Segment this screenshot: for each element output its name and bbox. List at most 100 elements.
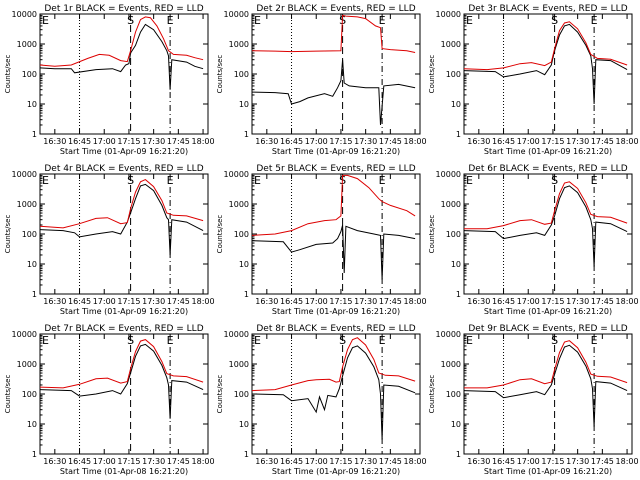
x-tick-label: 17:15	[541, 137, 564, 146]
x-tick-label: 18:00	[404, 137, 427, 146]
chart-title: Det 8r BLACK = Events, RED = LLD	[256, 324, 415, 334]
y-tick-label: 10000	[224, 10, 249, 19]
y-tick-label: 1	[32, 290, 37, 299]
y-axis-label: Counts/sec	[4, 375, 12, 414]
chart-title: Det 1r BLACK = Events, RED = LLD	[44, 4, 203, 14]
start-marker-label: E	[254, 334, 261, 347]
time-marker-label: S	[127, 334, 134, 347]
x-axis-label: Start Time (01-Apr-09 16:21:20)	[484, 147, 612, 156]
series-line-lld	[39, 339, 204, 389]
x-tick-label: 17:00	[517, 137, 540, 146]
x-tick-label: 18:00	[192, 137, 215, 146]
start-marker-label: E	[254, 14, 261, 27]
x-tick-label: 18:00	[616, 137, 639, 146]
y-tick-label: 10000	[224, 330, 249, 339]
series-line-events	[251, 59, 416, 126]
time-marker-label: S	[551, 334, 558, 347]
y-tick-label: 1	[32, 450, 37, 459]
y-tick-label: 10000	[224, 170, 249, 179]
y-tick-label: 1000	[229, 200, 249, 209]
start-marker-label: E	[254, 174, 261, 187]
y-tick-label: 10	[451, 260, 461, 269]
x-axis-label: Start Time (01-Apr-09 16:21:20)	[484, 467, 612, 476]
x-axis-label: Start Time (01-Apr-09 16:21:20)	[272, 467, 400, 476]
x-tick-label: 17:15	[329, 137, 352, 146]
time-marker-label: E	[591, 14, 598, 27]
x-tick-label: 18:00	[404, 297, 427, 306]
y-tick-label: 1	[456, 290, 461, 299]
series-line-lld	[39, 16, 204, 67]
chart-panel-3: Det 3r BLACK = Events, RED = LLD 1 10 100 10…	[428, 4, 639, 156]
y-tick-label: 10000	[436, 170, 461, 179]
series-line-lld	[39, 179, 204, 229]
y-tick-label: 10	[239, 100, 249, 109]
y-tick-label: 10	[239, 420, 249, 429]
chart-panel-6: Det 6r BLACK = Events, RED = LLD 1 10 100 10…	[428, 164, 639, 316]
series-line-events	[39, 343, 204, 419]
y-tick-label: 1000	[441, 360, 461, 369]
x-tick-label: 17:00	[305, 457, 328, 466]
x-tick-label: 17:15	[541, 297, 564, 306]
series-line-lld	[464, 340, 628, 389]
x-tick-label: 17:00	[93, 457, 116, 466]
y-tick-label: 1	[244, 130, 249, 139]
y-tick-label: 1	[244, 450, 249, 459]
x-tick-label: 16:30	[255, 137, 278, 146]
time-marker-label: E	[379, 174, 386, 187]
x-tick-label: 17:30	[142, 137, 165, 146]
x-axis-label: Start Time (01-Apr-09 16:21:20)	[484, 307, 612, 316]
x-tick-label: 17:45	[379, 297, 402, 306]
x-tick-label: 16:45	[492, 137, 515, 146]
plot-frame	[39, 173, 209, 295]
x-tick-label: 17:30	[354, 457, 377, 466]
chart-title: Det 2r BLACK = Events, RED = LLD	[256, 4, 415, 14]
series-line-events	[39, 183, 204, 256]
y-tick-label: 1	[456, 130, 461, 139]
y-axis-label: Counts/sec	[428, 215, 436, 254]
x-tick-label: 16:30	[467, 137, 490, 146]
x-tick-label: 16:45	[492, 457, 515, 466]
x-tick-label: 17:30	[354, 297, 377, 306]
x-tick-label: 17:30	[354, 137, 377, 146]
series-line-events	[463, 23, 628, 105]
x-tick-label: 16:30	[467, 297, 490, 306]
series-line-events	[463, 185, 628, 267]
series-line-lld	[251, 14, 416, 53]
series-line-lld	[251, 174, 416, 236]
series-line-lld	[251, 337, 416, 392]
x-tick-label: 18:00	[192, 457, 215, 466]
x-tick-label: 17:15	[541, 457, 564, 466]
y-tick-label: 10000	[436, 10, 461, 19]
time-marker-label: E	[167, 174, 174, 187]
y-tick-label: 100	[234, 70, 249, 79]
x-tick-label: 16:30	[255, 457, 278, 466]
chart-panel-1: Det 1r BLACK = Events, RED = LLD 1 10 100 10…	[4, 4, 215, 156]
y-tick-label: 1000	[17, 360, 37, 369]
chart-panel-7: Det 7r BLACK = Events, RED = LLD 1 10 100 10…	[4, 324, 215, 476]
x-tick-label: 17:30	[566, 457, 589, 466]
x-tick-label: 17:00	[305, 137, 328, 146]
y-tick-label: 1	[244, 290, 249, 299]
time-marker-label: E	[167, 334, 174, 347]
x-tick-label: 17:00	[517, 297, 540, 306]
start-marker-label: E	[466, 174, 473, 187]
y-tick-label: 1000	[441, 200, 461, 209]
y-tick-label: 1000	[441, 40, 461, 49]
start-marker-label: E	[42, 334, 49, 347]
plot-frame	[39, 13, 209, 135]
x-tick-label: 16:30	[43, 297, 66, 306]
x-tick-label: 18:00	[404, 457, 427, 466]
x-tick-label: 16:30	[255, 297, 278, 306]
plot-frame	[463, 333, 633, 455]
y-axis-label: Counts/sec	[216, 215, 224, 254]
x-tick-label: 16:30	[43, 137, 66, 146]
y-axis-label: Counts/sec	[428, 375, 436, 414]
x-tick-label: 17:45	[167, 457, 190, 466]
plot-frame	[463, 13, 633, 135]
y-tick-label: 1000	[229, 360, 249, 369]
x-tick-label: 17:15	[329, 457, 352, 466]
x-tick-label: 17:00	[305, 297, 328, 306]
chart-title: Det 5r BLACK = Events, RED = LLD	[256, 164, 415, 174]
start-marker-label: E	[466, 334, 473, 347]
series-line-events	[251, 345, 416, 440]
